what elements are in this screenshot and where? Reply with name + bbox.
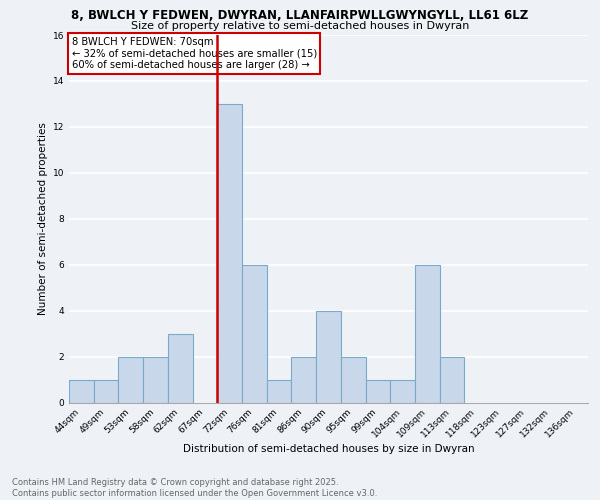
Bar bbox=[390, 380, 415, 402]
Text: Contains HM Land Registry data © Crown copyright and database right 2025.
Contai: Contains HM Land Registry data © Crown c… bbox=[12, 478, 377, 498]
Bar bbox=[168, 334, 193, 402]
X-axis label: Distribution of semi-detached houses by size in Dwyran: Distribution of semi-detached houses by … bbox=[182, 444, 475, 454]
Bar bbox=[267, 380, 292, 402]
Text: 8 BWLCH Y FEDWEN: 70sqm
← 32% of semi-detached houses are smaller (15)
60% of se: 8 BWLCH Y FEDWEN: 70sqm ← 32% of semi-de… bbox=[71, 37, 317, 70]
Bar bbox=[292, 356, 316, 403]
Bar bbox=[118, 356, 143, 403]
Bar bbox=[415, 264, 440, 402]
Y-axis label: Number of semi-detached properties: Number of semi-detached properties bbox=[38, 122, 49, 315]
Bar bbox=[217, 104, 242, 403]
Bar bbox=[143, 356, 168, 403]
Bar bbox=[69, 380, 94, 402]
Text: Size of property relative to semi-detached houses in Dwyran: Size of property relative to semi-detach… bbox=[131, 21, 469, 31]
Text: 8, BWLCH Y FEDWEN, DWYRAN, LLANFAIRPWLLGWYNGYLL, LL61 6LZ: 8, BWLCH Y FEDWEN, DWYRAN, LLANFAIRPWLLG… bbox=[71, 9, 529, 22]
Bar bbox=[365, 380, 390, 402]
Bar bbox=[94, 380, 118, 402]
Bar bbox=[316, 310, 341, 402]
Bar bbox=[341, 356, 365, 403]
Bar bbox=[242, 264, 267, 402]
Bar bbox=[440, 356, 464, 403]
